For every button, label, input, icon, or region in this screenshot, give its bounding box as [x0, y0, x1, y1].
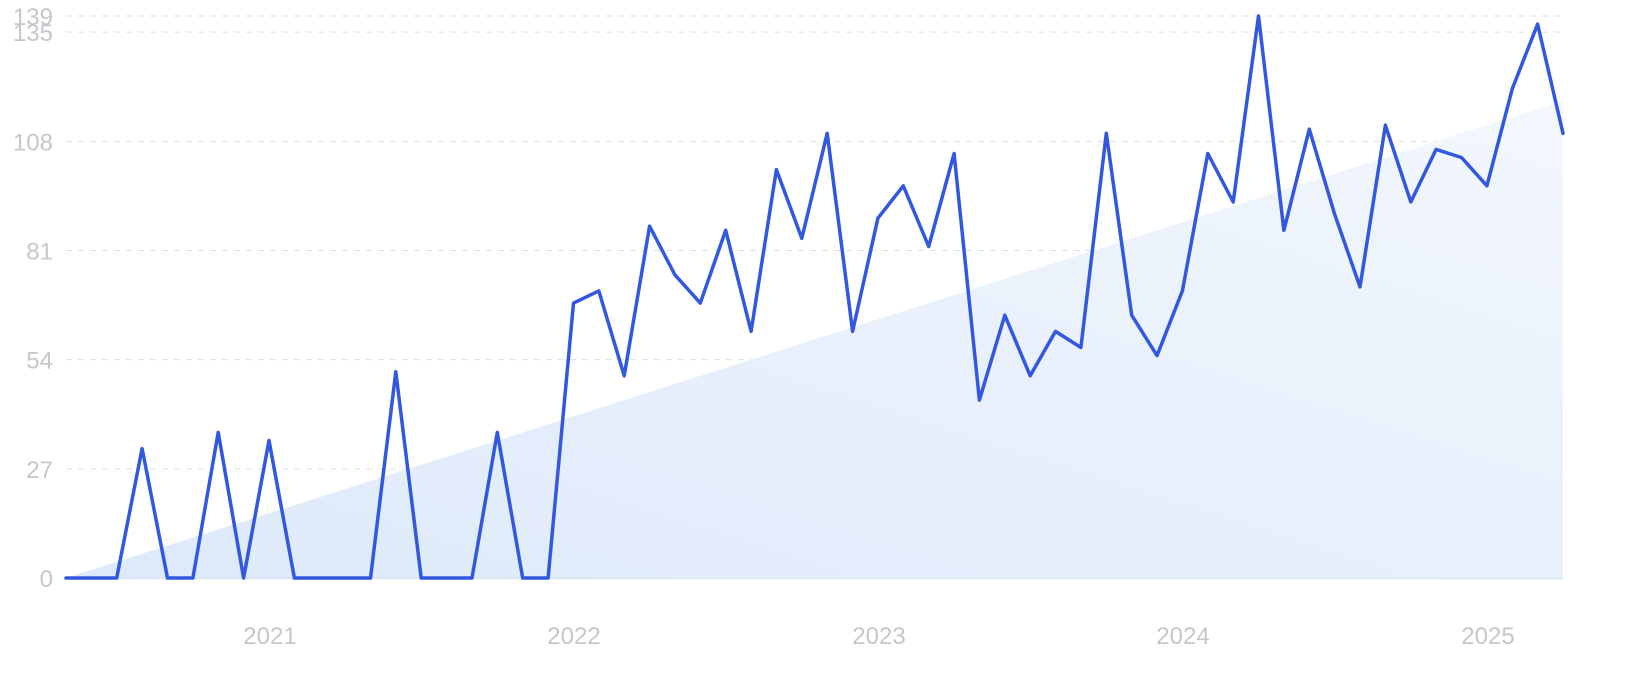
x-tick-label: 2023: [852, 623, 905, 650]
trend-area-fill: [66, 100, 1563, 579]
y-tick-label: 135: [13, 20, 53, 47]
series-line-path: [64, 14, 1565, 580]
y-tick-label: 108: [13, 129, 53, 156]
x-tick-label: 2025: [1461, 623, 1514, 650]
series-line: [64, 14, 1565, 580]
y-tick-label: 27: [26, 457, 53, 484]
y-tick-label: 54: [26, 348, 53, 375]
x-tick-label: 2022: [547, 623, 600, 650]
y-tick-label: 81: [26, 239, 53, 266]
y-tick-label: 139: [13, 4, 53, 31]
y-tick-label: 0: [40, 566, 53, 593]
x-tick-label: 2021: [243, 623, 296, 650]
trend-area: [66, 100, 1563, 579]
x-tick-label: 2024: [1156, 623, 1209, 650]
x-axis-ticks: 2021 2022 2023 2024 2025: [243, 623, 1514, 650]
